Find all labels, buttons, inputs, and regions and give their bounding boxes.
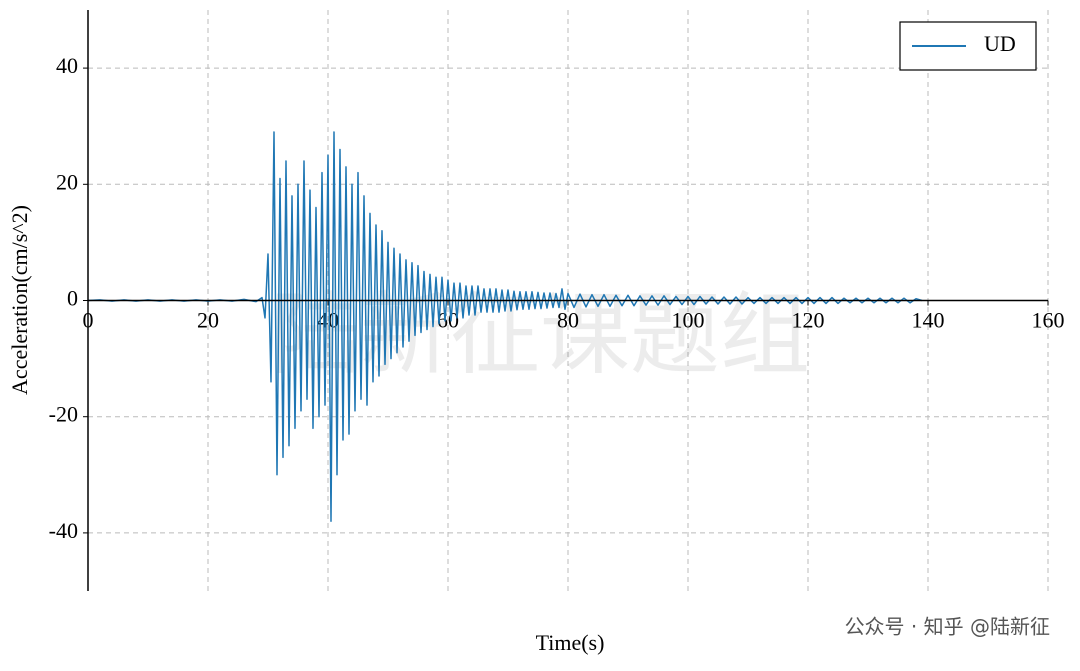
x-tick-label: 80 [557,308,579,333]
y-tick-label: 40 [56,53,78,78]
y-tick-label: 20 [56,169,78,194]
x-tick-label: 100 [672,308,705,333]
data-line [87,131,923,523]
x-tick-label: 20 [197,308,219,333]
y-tick-label: -20 [49,402,78,427]
x-tick-label: 140 [912,308,945,333]
credit: 公众号 · 知乎 @陆新征 [845,615,1050,639]
x-tick-label: 160 [1032,308,1065,333]
legend-label: UD [984,31,1016,56]
x-tick-label: 120 [792,308,825,333]
y-axis-label: Acceleration(cm/s^2) [7,205,32,395]
x-tick-label: 60 [437,308,459,333]
y-tick-label: 0 [67,286,78,311]
x-axis-label: Time(s) [536,630,605,655]
x-tick-label: 40 [317,308,339,333]
y-tick-label: -40 [49,518,78,543]
